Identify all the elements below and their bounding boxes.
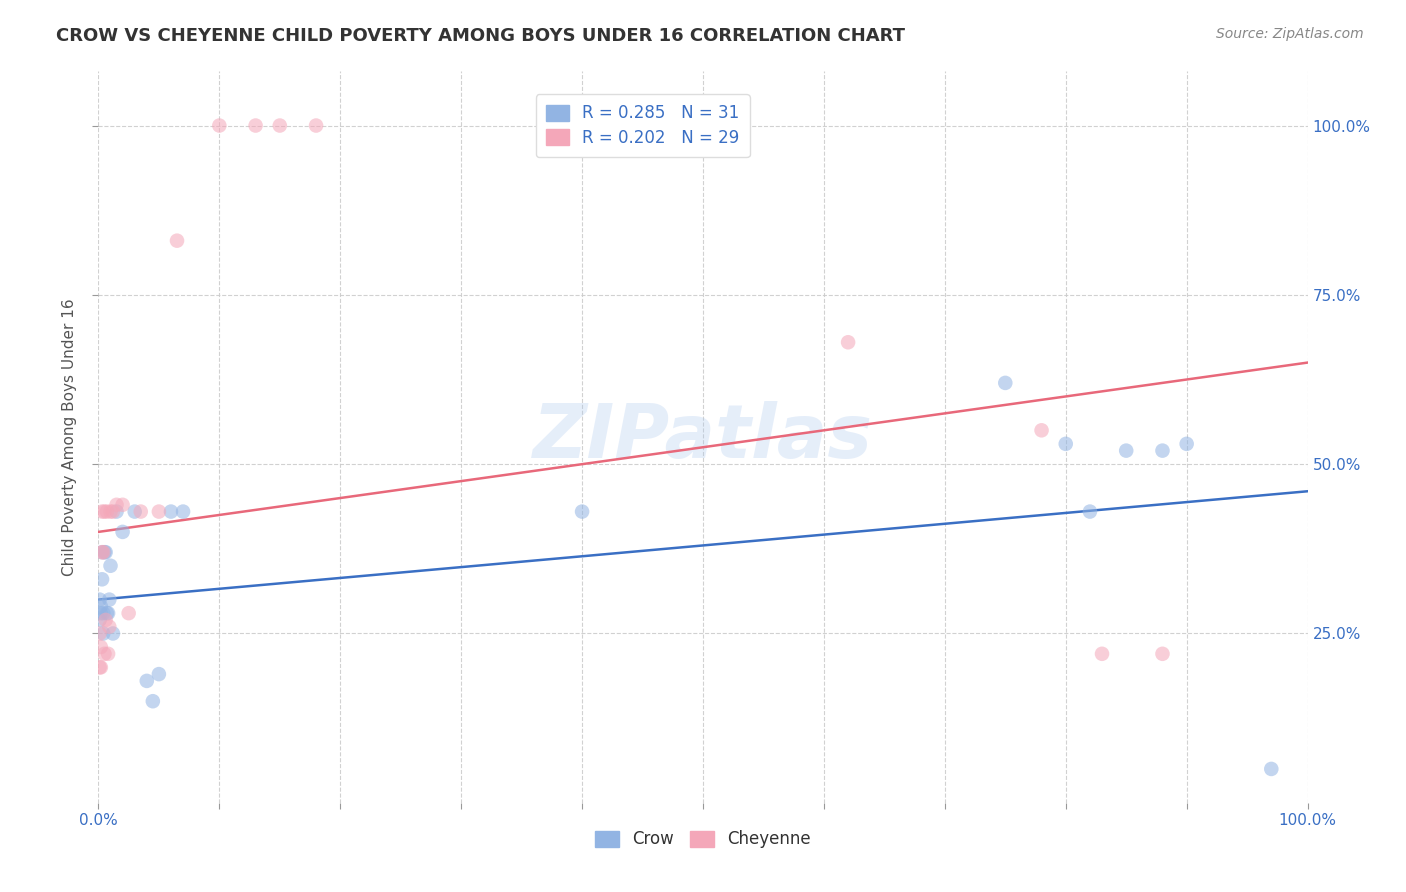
Point — [90, 606, 112, 620]
Point — [98, 620, 121, 634]
Point — [172, 505, 194, 519]
Point — [100, 558, 122, 573]
Point — [129, 505, 152, 519]
Point — [98, 592, 121, 607]
Point — [91, 572, 114, 586]
Point — [1115, 443, 1137, 458]
Text: CROW VS CHEYENNE CHILD POVERTY AMONG BOYS UNDER 16 CORRELATION CHART: CROW VS CHEYENNE CHILD POVERTY AMONG BOY… — [56, 27, 905, 45]
Point — [91, 545, 114, 559]
Point — [1260, 762, 1282, 776]
Point — [269, 119, 291, 133]
Y-axis label: Child Poverty Among Boys Under 16: Child Poverty Among Boys Under 16 — [62, 298, 77, 576]
Legend: Crow, Cheyenne: Crow, Cheyenne — [586, 822, 820, 856]
Point — [90, 660, 112, 674]
Point — [124, 505, 146, 519]
Point — [96, 606, 118, 620]
Point — [1175, 437, 1198, 451]
Point — [105, 505, 128, 519]
Point — [305, 119, 328, 133]
Point — [94, 545, 117, 559]
Point — [837, 335, 859, 350]
Point — [245, 119, 267, 133]
Point — [89, 592, 111, 607]
Point — [96, 505, 118, 519]
Point — [90, 640, 112, 654]
Point — [101, 505, 124, 519]
Point — [1078, 505, 1101, 519]
Point — [91, 626, 114, 640]
Point — [105, 498, 128, 512]
Point — [142, 694, 165, 708]
Point — [101, 626, 124, 640]
Text: ZIPatlas: ZIPatlas — [533, 401, 873, 474]
Point — [93, 545, 115, 559]
Point — [160, 505, 183, 519]
Point — [111, 524, 134, 539]
Point — [166, 234, 188, 248]
Point — [571, 505, 593, 519]
Point — [89, 626, 111, 640]
Point — [93, 647, 115, 661]
Point — [1054, 437, 1077, 451]
Point — [148, 505, 170, 519]
Point — [1031, 423, 1053, 437]
Point — [91, 505, 114, 519]
Point — [89, 660, 111, 674]
Point — [111, 498, 134, 512]
Point — [91, 545, 114, 559]
Point — [89, 613, 111, 627]
Point — [94, 613, 117, 627]
Point — [1152, 443, 1174, 458]
Point — [100, 505, 122, 519]
Point — [135, 673, 157, 688]
Point — [91, 606, 114, 620]
Point — [97, 647, 120, 661]
Point — [97, 606, 120, 620]
Point — [1091, 647, 1114, 661]
Point — [1152, 647, 1174, 661]
Text: Source: ZipAtlas.com: Source: ZipAtlas.com — [1216, 27, 1364, 41]
Point — [93, 505, 115, 519]
Point — [90, 599, 112, 614]
Point — [118, 606, 141, 620]
Point — [208, 119, 231, 133]
Point — [148, 667, 170, 681]
Point — [91, 545, 114, 559]
Point — [994, 376, 1017, 390]
